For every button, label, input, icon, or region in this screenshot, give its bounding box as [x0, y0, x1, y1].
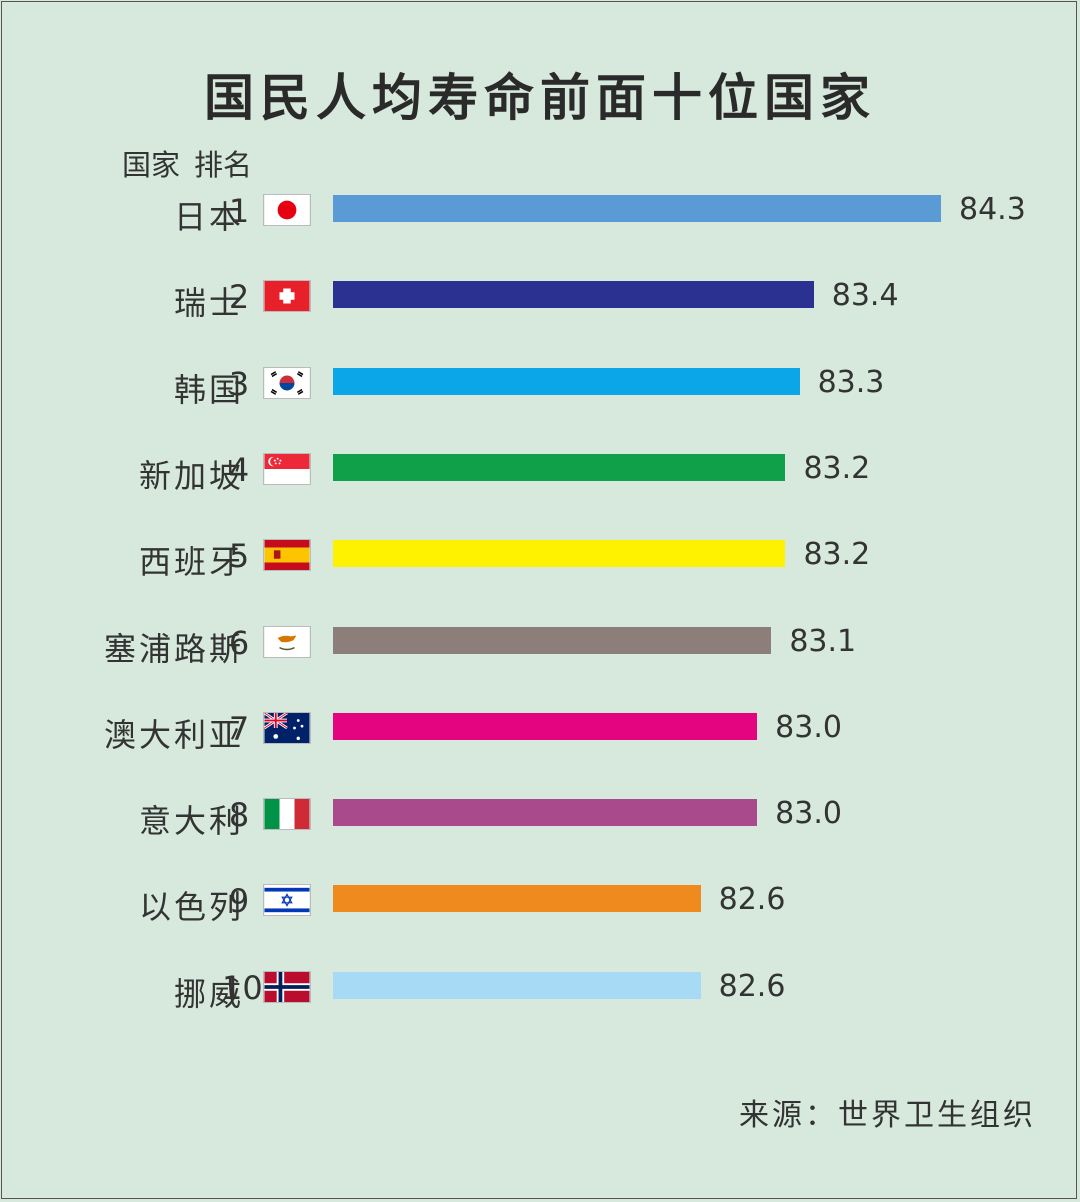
value-label: 83.1: [789, 623, 857, 659]
country-label: 塞浦路斯: [103, 629, 244, 668]
country-label: 以色列: [138, 888, 244, 927]
japan-flag-icon: [263, 194, 311, 226]
australia-flag-icon: [263, 711, 311, 744]
bar: [333, 971, 701, 999]
switzerland-flag-icon: [263, 280, 311, 313]
country-label: 瑞士: [173, 284, 244, 323]
chart-row: 挪威 10 82.6: [0, 969, 1080, 1019]
chart-row: 瑞士 2 83.4: [0, 278, 1080, 328]
chart-title: 国民人均寿命前面十位国家: [204, 69, 876, 127]
value-label: 82.6: [718, 968, 786, 1004]
italy-flag-icon: [263, 798, 311, 831]
country-label: 西班牙: [138, 543, 244, 582]
rank-label: 5: [228, 537, 250, 576]
rank-label: 4: [228, 450, 250, 489]
value-label: 83.3: [817, 364, 885, 400]
chart-row: 塞浦路斯 6 83.1: [0, 624, 1080, 674]
country-label: 日本: [173, 198, 244, 236]
bar: [333, 626, 772, 654]
value-label: 83.0: [775, 796, 842, 832]
value-label: 83.0: [775, 709, 842, 745]
source-note: 来源：世界卫生组织: [739, 1098, 1036, 1133]
value-label: 83.2: [803, 450, 871, 486]
country-label: 挪威: [173, 974, 244, 1013]
israel-flag-icon: [263, 884, 311, 917]
rank-label: 6: [228, 623, 250, 662]
country-label: 新加坡: [138, 456, 244, 495]
rank-label: 1: [228, 192, 250, 230]
chart-row: 意大利 8 83.0: [0, 796, 1080, 846]
bar: [333, 195, 941, 222]
south-korea-flag-icon: [263, 366, 311, 399]
bar: [333, 885, 701, 913]
country-column-label: 国家: [122, 148, 181, 182]
bar: [333, 367, 800, 395]
bar: [333, 712, 758, 740]
bar: [333, 799, 758, 827]
rank-label: 7: [228, 709, 250, 748]
bar: [333, 453, 786, 481]
chart-row: 澳大利亚 7 83.0: [0, 710, 1080, 760]
value-label: 83.4: [831, 278, 899, 314]
chart-row: 新加坡 4 83.2: [0, 451, 1080, 501]
rank-column-label: 排名: [194, 148, 253, 182]
chart-row: 韩国 3 83.3: [0, 365, 1080, 415]
chart-row: 日本 1 84.3: [0, 192, 1080, 242]
chart-row: 以色列 9 82.6: [0, 882, 1080, 932]
bar: [333, 540, 786, 568]
rank-label: 9: [228, 882, 250, 921]
country-label: 澳大利亚: [103, 715, 244, 754]
country-label: 韩国: [173, 370, 244, 409]
rank-label: 3: [228, 364, 250, 403]
rank-label: 2: [228, 278, 250, 317]
norway-flag-icon: [263, 970, 311, 1003]
rank-label: 8: [228, 796, 250, 835]
chart-row: 西班牙 5 83.2: [0, 537, 1080, 587]
value-label: 83.2: [803, 537, 871, 573]
country-label: 意大利: [138, 802, 244, 841]
rank-label: 10: [222, 968, 263, 1007]
cyprus-flag-icon: [263, 625, 311, 658]
singapore-flag-icon: [263, 452, 311, 485]
bar: [333, 281, 814, 309]
value-label: 82.6: [718, 882, 786, 918]
column-header: 国家 排名: [122, 142, 266, 184]
spain-flag-icon: [263, 539, 311, 572]
value-label: 84.3: [959, 192, 1026, 227]
